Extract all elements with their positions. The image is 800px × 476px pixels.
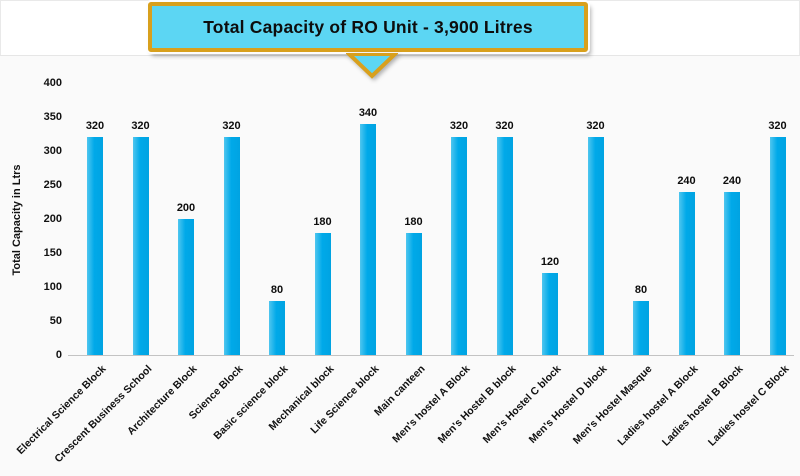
y-axis-tick-label: 250 bbox=[43, 179, 62, 191]
bar-value-label: 320 bbox=[222, 120, 241, 132]
bar bbox=[724, 192, 740, 355]
bar-value-label: 320 bbox=[85, 120, 105, 132]
bar bbox=[178, 219, 194, 355]
bar bbox=[405, 233, 422, 355]
bar-value-label: 180 bbox=[404, 216, 423, 228]
y-axis-tick-label: 350 bbox=[43, 111, 62, 123]
x-axis-line bbox=[68, 355, 794, 356]
bar-value-label: 80 bbox=[270, 284, 284, 296]
bar bbox=[587, 137, 604, 355]
y-axis-tick-label: 150 bbox=[43, 247, 62, 259]
bar-value-label: 240 bbox=[677, 175, 696, 187]
y-axis-tick-label: 400 bbox=[43, 77, 62, 89]
callout-arrow-down-icon bbox=[346, 53, 398, 79]
bar bbox=[678, 192, 695, 355]
chart-title: Total Capacity of RO Unit - 3,900 Litres bbox=[203, 16, 533, 37]
bar bbox=[633, 301, 649, 355]
bar bbox=[223, 137, 240, 355]
bar bbox=[451, 137, 467, 355]
bar bbox=[87, 137, 103, 355]
y-axis-tick-label: 50 bbox=[49, 315, 62, 327]
bar bbox=[269, 301, 285, 355]
bar-value-label: 240 bbox=[722, 175, 742, 187]
bar bbox=[542, 273, 558, 355]
bar-value-label: 320 bbox=[131, 120, 150, 132]
bar bbox=[314, 233, 331, 355]
bar bbox=[132, 137, 149, 355]
bar bbox=[360, 124, 376, 355]
bar-value-label: 320 bbox=[495, 120, 514, 132]
y-axis-tick-label: 300 bbox=[43, 145, 62, 157]
bar-value-label: 200 bbox=[176, 202, 196, 214]
y-axis-tick-label: 100 bbox=[43, 281, 62, 293]
y-axis-title: Total Capacity in Ltrs bbox=[11, 164, 23, 276]
bar-value-label: 180 bbox=[313, 216, 332, 228]
bar-value-label: 320 bbox=[449, 120, 469, 132]
bar bbox=[769, 137, 786, 355]
bar-value-label: 80 bbox=[634, 284, 648, 296]
bar-value-label: 320 bbox=[768, 120, 787, 132]
chart-title-banner: Total Capacity of RO Unit - 3,900 Litres bbox=[148, 2, 588, 52]
y-axis-tick-label: 200 bbox=[43, 213, 62, 225]
bar-value-label: 320 bbox=[586, 120, 605, 132]
bar-value-label: 120 bbox=[540, 256, 560, 268]
bar bbox=[496, 137, 513, 355]
bar-value-label: 340 bbox=[358, 107, 378, 119]
y-axis-tick-label: 0 bbox=[55, 349, 62, 361]
